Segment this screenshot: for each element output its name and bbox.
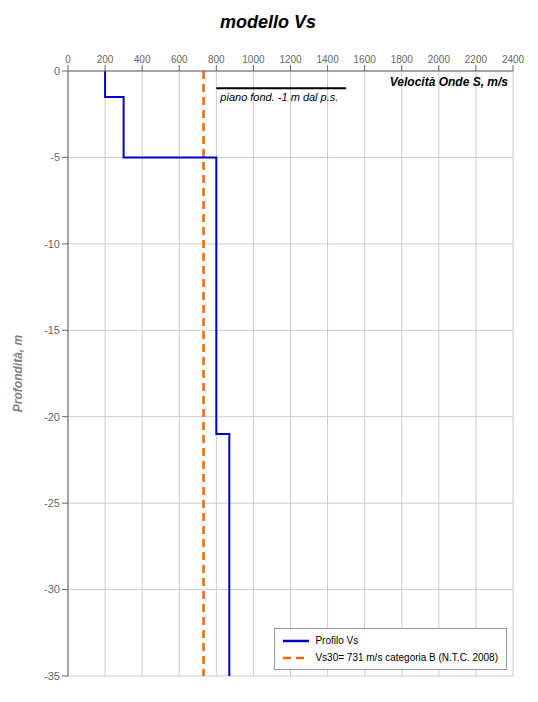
svg-text:800: 800 — [208, 54, 225, 65]
svg-text:-10: -10 — [44, 238, 60, 250]
svg-text:400: 400 — [134, 54, 151, 65]
svg-text:-20: -20 — [44, 411, 60, 423]
svg-text:1200: 1200 — [279, 54, 302, 65]
html-text:modello Vs: modello Vs — [220, 12, 316, 32]
svg-text:2000: 2000 — [428, 54, 451, 65]
html-text:Velocità Onde S, m/s: Velocità Onde S, m/s — [389, 75, 508, 89]
svg-text:1400: 1400 — [316, 54, 339, 65]
html-text:Profilo Vs: Profilo Vs — [315, 635, 359, 646]
svg-text:0: 0 — [65, 54, 71, 65]
svg-text:1800: 1800 — [391, 54, 414, 65]
svg-text:1000: 1000 — [242, 54, 265, 65]
svg-text:2400: 2400 — [502, 54, 525, 65]
svg-text:-5: -5 — [50, 151, 60, 163]
svg-text:piano fond. -1 m dal p.s.: piano fond. -1 m dal p.s. — [219, 91, 338, 103]
svg-text:0: 0 — [54, 65, 60, 77]
svg-text:600: 600 — [171, 54, 188, 65]
html-text:Vs30= 731 m/s categoria B (N.T: Vs30= 731 m/s categoria B (N.T.C. 2008) — [315, 652, 498, 663]
svg-text:2200: 2200 — [465, 54, 488, 65]
svg-text:Profondità, m: Profondità, m — [11, 335, 25, 413]
svg-text:-25: -25 — [44, 497, 60, 509]
svg-text:-35: -35 — [44, 670, 60, 682]
svg-text:1600: 1600 — [354, 54, 377, 65]
svg-text:-30: -30 — [44, 583, 60, 595]
svg-text:-15: -15 — [44, 324, 60, 336]
svg-text:200: 200 — [97, 54, 114, 65]
